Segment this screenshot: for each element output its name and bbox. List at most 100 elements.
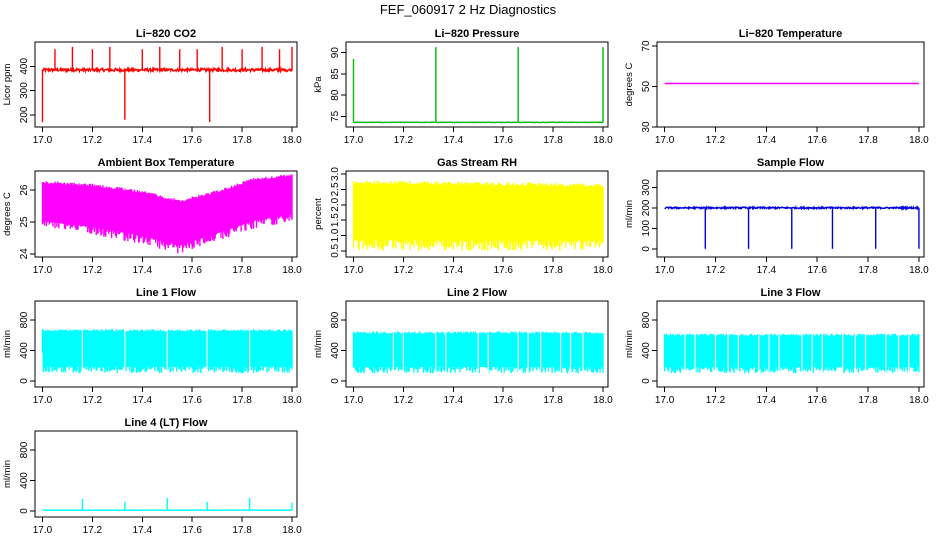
y-tick-label: 400 — [641, 342, 652, 359]
x-tick-label: 17.4 — [133, 265, 153, 276]
y-axis-label: degrees C — [624, 62, 635, 106]
panel-10: Line 4 (LT) Flow 17.0 17.2 17.4 17.6 17.8 18.0… — [2, 417, 302, 536]
x-tick-label: 17.6 — [493, 135, 513, 146]
panel-title: Line 2 Flow — [447, 287, 507, 299]
x-tick-label: 17.0 — [655, 265, 675, 276]
panel-9: Line 3 Flow 17.0 17.2 17.4 17.6 17.8 18.0 0 400 8… — [624, 287, 929, 406]
x-tick-label: 17.6 — [807, 395, 827, 406]
y-tick-label: 26 — [19, 184, 30, 196]
x-tick-label: 17.6 — [182, 395, 202, 406]
x-tick-label: 17.2 — [706, 265, 726, 276]
y-tick-label: 800 — [19, 311, 30, 328]
x-tick-label: 17.6 — [182, 265, 202, 276]
y-tick-label: 0 — [19, 378, 30, 384]
y-tick-label: 400 — [330, 342, 341, 359]
x-tick-label: 17.8 — [543, 265, 563, 276]
y-tick-label: 85 — [330, 68, 341, 80]
x-tick-label: 18.0 — [593, 395, 613, 406]
y-tick-label: 0.5 — [330, 243, 341, 257]
x-tick-label: 17.0 — [344, 135, 364, 146]
y-axis-label: ml/min — [624, 330, 635, 358]
y-tick-label: 3.0 — [330, 167, 341, 181]
y-tick-label: 800 — [19, 441, 30, 458]
x-tick-label: 18.0 — [282, 395, 302, 406]
plot-frame — [656, 300, 925, 388]
x-tick-label: 17.0 — [344, 395, 364, 406]
x-tick-label: 17.6 — [493, 395, 513, 406]
y-axis-label: ml/min — [2, 330, 13, 358]
y-tick-label: 100 — [641, 220, 652, 237]
y-tick-label: 400 — [19, 58, 30, 75]
x-tick-label: 17.2 — [706, 135, 726, 146]
x-tick-label: 18.0 — [282, 525, 302, 536]
y-tick-label: 80 — [330, 89, 341, 101]
x-tick-label: 17.0 — [33, 135, 53, 146]
x-tick-label: 18.0 — [909, 395, 929, 406]
x-tick-label: 17.0 — [655, 395, 675, 406]
panel-title: Gas Stream RH — [437, 157, 517, 169]
y-axis-label: ml/min — [313, 330, 324, 358]
series-trace — [352, 331, 604, 374]
x-tick-label: 17.0 — [33, 395, 53, 406]
main-title: FEF_060917 2 Hz Diagnostics — [379, 2, 557, 17]
series-trace — [41, 329, 293, 374]
x-tick-label: 18.0 — [593, 135, 613, 146]
y-axis-label: kPa — [313, 76, 324, 93]
x-tick-label: 17.4 — [133, 525, 153, 536]
x-tick-label: 17.4 — [757, 395, 777, 406]
panel-title: Li−820 CO2 — [136, 28, 196, 40]
y-axis-label: percent — [313, 198, 324, 230]
y-tick-label: 400 — [19, 472, 30, 489]
y-axis-label: ml/min — [624, 200, 635, 228]
x-tick-label: 17.6 — [807, 135, 827, 146]
x-tick-label: 17.8 — [232, 395, 252, 406]
y-tick-label: 30 — [641, 121, 652, 133]
y-tick-label: 300 — [19, 82, 30, 99]
x-tick-label: 18.0 — [282, 265, 302, 276]
panel-title: Line 3 Flow — [761, 287, 821, 299]
x-tick-label: 17.4 — [444, 135, 464, 146]
y-tick-label: 50 — [641, 81, 652, 93]
x-tick-label: 17.0 — [33, 265, 53, 276]
x-tick-label: 17.2 — [394, 135, 414, 146]
y-axis-label: Licor ppm — [2, 64, 13, 106]
y-tick-label: 800 — [330, 311, 341, 328]
panel-6: Sample Flow 17.0 17.2 17.4 17.6 17.8 18.0 0 100 2… — [624, 157, 929, 276]
x-tick-label: 17.6 — [182, 525, 202, 536]
plot-frame — [34, 430, 298, 518]
plot-frame — [656, 41, 925, 128]
x-tick-label: 17.4 — [444, 395, 464, 406]
panel-3: Li−820 Temperature 17.0 17.2 17.4 17.6 17.8 18… — [624, 28, 929, 146]
plot-frame — [345, 41, 609, 128]
x-tick-label: 17.6 — [182, 135, 202, 146]
y-tick-label: 300 — [641, 179, 652, 196]
x-tick-label: 17.4 — [133, 395, 153, 406]
panel-8: Line 2 Flow 17.0 17.2 17.4 17.6 17.8 18.0 0 400 8… — [313, 287, 613, 406]
panel-2: Li−820 Pressure 17.0 17.2 17.4 17.6 17.8 18.0 7… — [313, 28, 613, 146]
y-tick-label: 25 — [19, 216, 30, 228]
plot-frame — [345, 300, 609, 388]
y-tick-label: 0 — [641, 246, 652, 252]
series-trace — [663, 333, 920, 374]
x-tick-label: 17.0 — [655, 135, 675, 146]
x-tick-label: 17.4 — [757, 265, 777, 276]
x-tick-label: 17.8 — [858, 265, 878, 276]
plot-frame — [34, 300, 298, 388]
y-axis-label: degrees C — [2, 192, 13, 236]
x-tick-label: 17.6 — [493, 265, 513, 276]
x-tick-label: 17.8 — [232, 525, 252, 536]
y-tick-label: 1.5 — [330, 213, 341, 227]
x-tick-label: 17.2 — [83, 265, 103, 276]
x-tick-label: 17.8 — [543, 395, 563, 406]
panel-title: Li−820 Pressure — [435, 28, 520, 40]
y-tick-label: 0 — [19, 508, 30, 514]
x-tick-label: 17.8 — [858, 395, 878, 406]
series-trace — [352, 180, 604, 251]
x-tick-label: 18.0 — [909, 265, 929, 276]
panel-title: Ambient Box Temperature — [98, 157, 235, 169]
y-tick-label: 800 — [641, 311, 652, 328]
plot-frame — [656, 170, 925, 258]
x-tick-label: 17.8 — [858, 135, 878, 146]
plot-frame — [34, 41, 298, 128]
